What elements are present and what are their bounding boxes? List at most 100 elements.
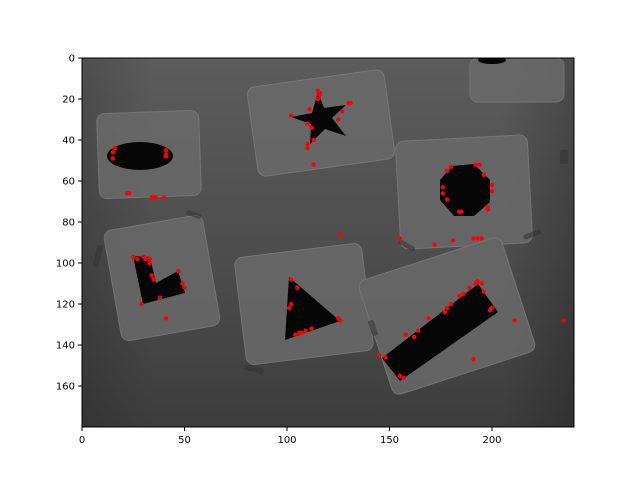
scatter-point (163, 148, 169, 153)
scatter-point (479, 281, 484, 286)
background-photo (82, 58, 574, 427)
scatter-point (143, 256, 148, 262)
scatter-point (485, 207, 491, 212)
scatter-point (338, 232, 343, 237)
y-axis-ticks: 0 20 40 60 80 100 120 140 160 (56, 54, 82, 393)
scatter-point (307, 107, 312, 112)
scatter-point (288, 277, 294, 282)
surface-marks (92, 150, 568, 375)
scatter-point (303, 328, 308, 333)
hexagon-shape (440, 164, 490, 216)
scatter-point (311, 162, 316, 167)
y-tick-label: 60 (62, 177, 75, 188)
scatter-point (432, 242, 437, 247)
x-axis-ticks: 0 50 100 150 200 (79, 427, 502, 446)
scatter-point (448, 164, 454, 169)
scatter-point (512, 318, 517, 323)
x-tick-label: 200 (482, 435, 501, 446)
scatter-point (479, 236, 484, 241)
scatter-point (450, 238, 456, 243)
scatter-point (467, 285, 472, 290)
scatter-point (457, 293, 462, 298)
scatter-point (176, 269, 181, 274)
scatter-point (444, 305, 450, 311)
scatter-point (153, 195, 158, 200)
scatter-point (288, 113, 294, 118)
scatter-point (139, 301, 144, 307)
y-tick-label: 120 (56, 300, 75, 311)
scatter-point (426, 316, 431, 321)
y-tick-label: 100 (56, 259, 75, 270)
star-shape (291, 92, 346, 144)
x-tick-label: 0 (79, 435, 85, 446)
y-tick-label: 140 (56, 341, 75, 352)
scatter-point (444, 168, 450, 173)
scatter-point (397, 373, 402, 378)
y-tick-label: 160 (56, 382, 75, 393)
scatter-point (309, 125, 314, 130)
rectangle-shape (382, 284, 498, 381)
scatter-point (126, 191, 132, 196)
paper-cards (96, 58, 565, 395)
scatter-point (151, 277, 156, 282)
scatter-point (309, 326, 314, 331)
scatter-point (135, 256, 140, 262)
scatter-point (481, 172, 486, 178)
scatter-point (299, 330, 304, 335)
scatter-point (336, 117, 341, 122)
scatter-point (475, 236, 480, 241)
scatter-point (311, 137, 316, 143)
scatter-point (338, 318, 343, 323)
scatter-point (305, 141, 310, 147)
scatter-point (481, 289, 486, 294)
scatter-point (317, 92, 322, 98)
x-tick-label: 100 (277, 435, 296, 446)
scatter-point (377, 353, 382, 358)
scatter-point (383, 355, 388, 360)
x-tick-label: 150 (380, 435, 399, 446)
scatter-point (163, 154, 169, 159)
top-edge-shape (478, 58, 506, 64)
scatter-point (459, 209, 464, 214)
l-shape (133, 256, 185, 304)
scatter-point (561, 318, 566, 323)
scatter-point (401, 375, 407, 380)
scatter-point (147, 260, 152, 266)
scatter-point (295, 285, 300, 290)
scatter-point (397, 236, 402, 241)
scatter-point (477, 162, 482, 167)
scatter-point (475, 279, 480, 284)
scatter-point (110, 150, 115, 155)
scatter-point (182, 285, 187, 290)
plot-frame (81, 57, 575, 428)
scatter-point (471, 357, 476, 362)
scatter-point (444, 197, 450, 202)
scatter-point (315, 96, 320, 102)
scatter-point (163, 316, 169, 321)
scatter-point (131, 254, 136, 260)
scatter-point (411, 334, 417, 339)
scatter-point (157, 295, 163, 301)
scatter-point (112, 146, 118, 151)
y-tick-label: 80 (62, 218, 75, 229)
scatter-point (305, 146, 310, 151)
scatter-point (348, 100, 353, 106)
scatter-point (489, 305, 495, 311)
scatter-points (110, 88, 566, 380)
y-tick-label: 40 (62, 136, 75, 147)
scatter-point (180, 281, 185, 286)
scatter-point (442, 310, 448, 315)
scatter-point (416, 328, 421, 333)
ellipse-shape (107, 142, 173, 170)
scatter-point (147, 256, 152, 262)
y-tick-label: 0 (69, 54, 75, 65)
scatter-point (286, 305, 292, 311)
scatter-point (440, 191, 445, 196)
scatter-point (293, 332, 298, 337)
scatter-point (161, 195, 167, 200)
scatter-point (461, 291, 466, 296)
scatter-point (471, 236, 476, 241)
scatter-point (149, 273, 154, 278)
scatter-point (305, 121, 310, 126)
